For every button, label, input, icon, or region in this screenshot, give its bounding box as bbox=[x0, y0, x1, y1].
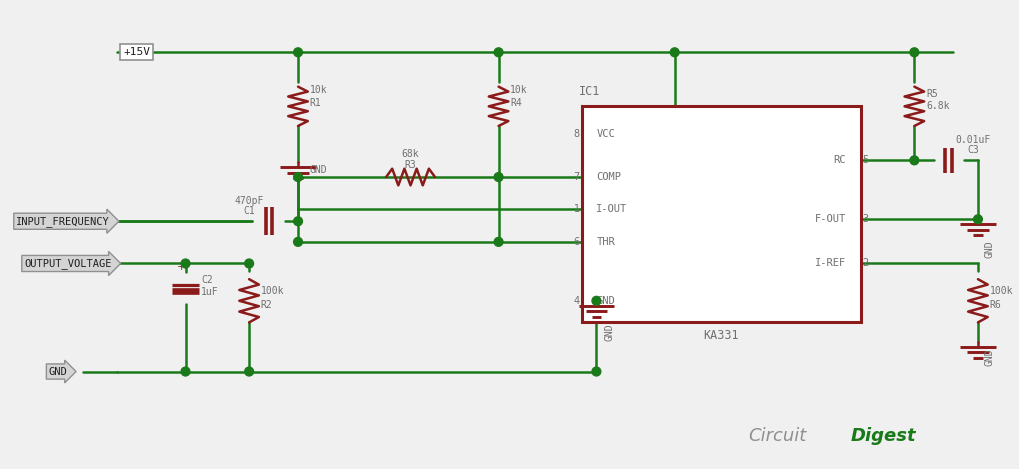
Text: 10k: 10k bbox=[510, 84, 528, 95]
Text: 100k: 100k bbox=[988, 286, 1012, 296]
Text: THR: THR bbox=[596, 237, 614, 247]
Circle shape bbox=[591, 367, 600, 376]
Text: C1: C1 bbox=[243, 206, 255, 216]
Text: VCC: VCC bbox=[596, 129, 614, 139]
Text: GND: GND bbox=[596, 296, 614, 306]
Text: RC: RC bbox=[833, 155, 845, 166]
Circle shape bbox=[181, 367, 190, 376]
Text: 2: 2 bbox=[862, 258, 868, 268]
Circle shape bbox=[245, 259, 254, 268]
Text: 6: 6 bbox=[573, 237, 579, 247]
Text: I-REF: I-REF bbox=[814, 258, 845, 268]
Text: +: + bbox=[176, 262, 186, 272]
Circle shape bbox=[493, 48, 502, 57]
Text: 1: 1 bbox=[573, 204, 579, 214]
Text: GND: GND bbox=[49, 366, 67, 377]
Text: 4: 4 bbox=[573, 296, 579, 306]
Circle shape bbox=[972, 215, 981, 224]
Text: GND: GND bbox=[310, 165, 327, 175]
Text: R4: R4 bbox=[510, 98, 522, 108]
Text: 68k: 68k bbox=[401, 150, 419, 159]
Circle shape bbox=[909, 48, 918, 57]
Text: 6.8k: 6.8k bbox=[925, 101, 949, 111]
Text: KA331: KA331 bbox=[703, 329, 738, 342]
Text: R5: R5 bbox=[925, 89, 936, 98]
Text: COMP: COMP bbox=[596, 172, 621, 182]
Text: 8: 8 bbox=[573, 129, 579, 139]
Text: C3: C3 bbox=[966, 145, 978, 155]
Text: R2: R2 bbox=[261, 300, 272, 310]
Text: Digest: Digest bbox=[850, 427, 915, 445]
Text: 3: 3 bbox=[862, 214, 868, 224]
Text: INPUT_FREQUENCY: INPUT_FREQUENCY bbox=[16, 216, 110, 227]
Text: R3: R3 bbox=[405, 160, 416, 170]
Text: I-OUT: I-OUT bbox=[596, 204, 627, 214]
Circle shape bbox=[909, 156, 918, 165]
Circle shape bbox=[293, 217, 303, 226]
Text: 470pF: 470pF bbox=[234, 196, 264, 205]
Circle shape bbox=[493, 173, 502, 182]
Text: 1uF: 1uF bbox=[201, 287, 219, 297]
Text: 10k: 10k bbox=[310, 84, 327, 95]
Text: +15V: +15V bbox=[123, 47, 150, 57]
Text: Circuit: Circuit bbox=[747, 427, 805, 445]
Text: GND: GND bbox=[603, 324, 613, 341]
Text: R6: R6 bbox=[988, 300, 1001, 310]
Circle shape bbox=[293, 173, 303, 182]
Text: OUTPUT_VOLTAGE: OUTPUT_VOLTAGE bbox=[24, 258, 112, 269]
Circle shape bbox=[293, 237, 303, 246]
Text: GND: GND bbox=[983, 348, 994, 366]
Circle shape bbox=[591, 296, 600, 305]
Circle shape bbox=[181, 259, 190, 268]
Circle shape bbox=[245, 367, 254, 376]
Text: GND: GND bbox=[983, 240, 994, 257]
Text: 5: 5 bbox=[862, 155, 868, 166]
Circle shape bbox=[293, 48, 303, 57]
Text: 0.01uF: 0.01uF bbox=[955, 135, 989, 144]
Text: C2: C2 bbox=[201, 275, 213, 285]
Text: R1: R1 bbox=[310, 98, 321, 108]
Text: IC1: IC1 bbox=[578, 85, 599, 98]
FancyBboxPatch shape bbox=[581, 106, 860, 322]
Circle shape bbox=[493, 237, 502, 246]
Text: F-OUT: F-OUT bbox=[814, 214, 845, 224]
Text: 100k: 100k bbox=[261, 286, 284, 296]
Text: 7: 7 bbox=[573, 172, 579, 182]
Circle shape bbox=[669, 48, 679, 57]
